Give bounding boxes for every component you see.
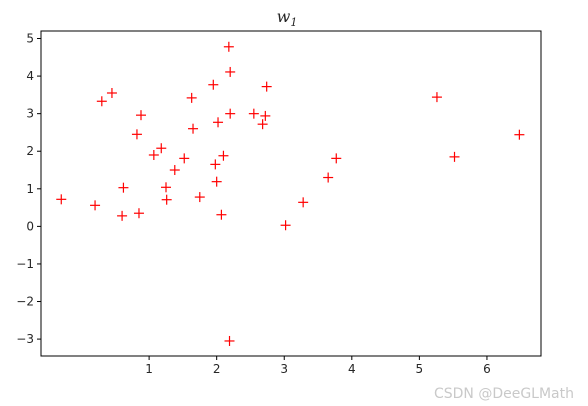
y-tick-label: 5: [26, 32, 34, 46]
data-point-plus-marker: [248, 108, 259, 119]
data-point-plus-marker: [118, 182, 129, 193]
data-point-plus-marker: [96, 96, 107, 107]
data-point-plus-marker: [298, 197, 309, 208]
data-point-plus-marker: [56, 194, 67, 205]
data-point-plus-marker: [169, 165, 180, 176]
data-point-plus-marker: [331, 153, 342, 164]
plot-area-frame: [40, 30, 542, 357]
chart-title: w1: [277, 7, 298, 29]
data-point-plus-marker: [213, 117, 224, 128]
y-tick-label: 2: [26, 144, 34, 158]
data-point-plus-marker: [211, 176, 222, 187]
data-point-plus-marker: [186, 92, 197, 103]
data-point-plus-marker: [210, 159, 221, 170]
y-tick-label: 0: [26, 219, 34, 233]
data-point-plus-marker: [156, 143, 167, 154]
data-point-plus-marker: [131, 129, 142, 140]
data-point-plus-marker: [218, 150, 229, 161]
data-point-plus-marker: [514, 129, 525, 140]
data-point-plus-marker: [188, 123, 199, 134]
watermark-text: CSDN @DeeGLMath: [433, 386, 574, 402]
x-tick-label: 3: [280, 362, 288, 376]
data-point-plus-marker: [257, 119, 268, 130]
data-point-plus-marker: [223, 41, 234, 52]
data-point-plus-marker: [261, 81, 272, 92]
y-tick-label: 3: [26, 107, 34, 121]
x-tick-label: 1: [145, 362, 153, 376]
data-point-plus-marker: [179, 153, 190, 164]
data-point-plus-marker: [449, 151, 460, 162]
data-point-plus-marker: [224, 335, 235, 346]
chart-title-subscript: 1: [290, 16, 297, 29]
data-point-plus-marker: [216, 209, 227, 220]
data-point-plus-marker: [260, 110, 271, 121]
y-tick-label: −2: [16, 295, 34, 309]
data-point-plus-marker: [161, 194, 172, 205]
data-point-plus-marker: [90, 200, 101, 211]
data-point-plus-marker: [208, 79, 219, 90]
y-tick-label: −3: [16, 332, 34, 346]
y-tick-label: −1: [16, 257, 34, 271]
data-point-plus-marker: [117, 210, 128, 221]
data-point-plus-marker: [225, 66, 236, 77]
data-point-plus-marker: [323, 172, 334, 183]
x-tick-label: 5: [416, 362, 424, 376]
data-point-plus-marker: [133, 208, 144, 219]
axis-ticks: 1 2 3 4 5 6 −3 −2 −1 0 1 2 3 4 5: [16, 32, 490, 376]
x-tick-label: 4: [348, 362, 356, 376]
data-point-plus-marker: [148, 149, 159, 160]
data-point-plus-marker: [225, 108, 236, 119]
data-point-plus-marker: [280, 220, 291, 231]
data-point-plus-marker: [106, 87, 117, 98]
data-point-plus-marker: [136, 110, 146, 121]
chart-title-base: w: [277, 7, 291, 26]
data-points: [56, 41, 525, 346]
data-point-plus-marker: [431, 92, 442, 103]
y-tick-label: 1: [26, 182, 34, 196]
data-point-plus-marker: [161, 182, 171, 193]
x-tick-label: 2: [213, 362, 221, 376]
data-point-plus-marker: [194, 192, 205, 203]
x-tick-label: 6: [483, 362, 491, 376]
y-tick-label: 4: [26, 69, 34, 83]
